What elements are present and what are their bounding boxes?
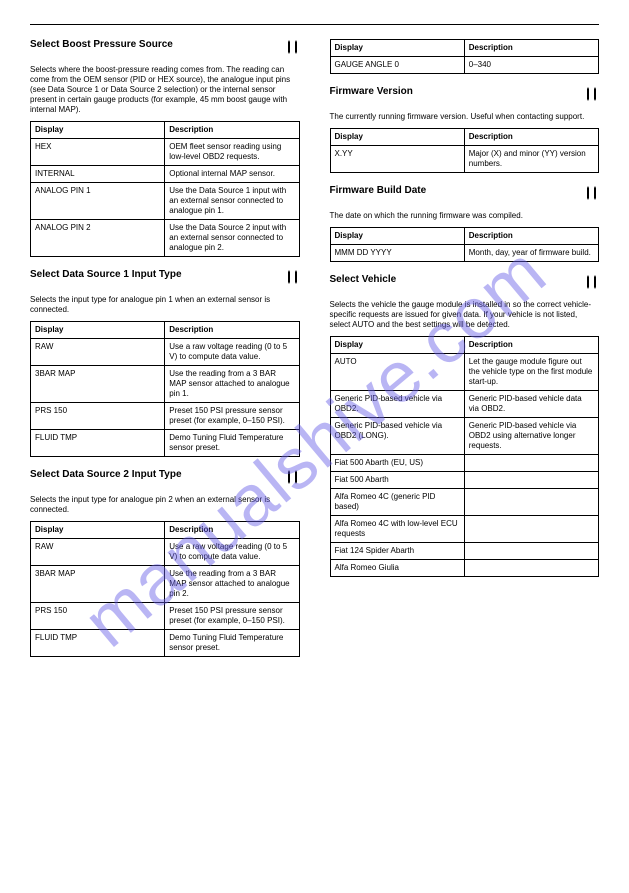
col-header: Description (464, 228, 598, 245)
boost-source-table: Display Description HEXOEM fleet sensor … (30, 121, 300, 257)
tools-icon (286, 39, 300, 59)
section-firmware-version: Firmware Version (330, 86, 600, 106)
table-row: FLUID TMPDemo Tuning Fluid Temperature s… (31, 430, 300, 457)
vehicle-table: Display Description AUTOLet the gauge mo… (330, 336, 600, 577)
table-row: GAUGE ANGLE 00–340 (330, 57, 599, 74)
table-row: FLUID TMPDemo Tuning Fluid Temperature s… (31, 630, 300, 657)
section-desc: Selects the input type for analogue pin … (30, 495, 300, 515)
section-boost-source: Select Boost Pressure Source (30, 39, 300, 59)
table-row: Alfa Romeo 4C (generic PID based) (330, 489, 599, 516)
section-data-source-2: Select Data Source 2 Input Type (30, 469, 300, 489)
firmware-version-table: Display Description X.YYMajor (X) and mi… (330, 128, 600, 173)
section-desc: Selects the vehicle the gauge module is … (330, 300, 600, 330)
table-row: Fiat 500 Abarth (EU, US) (330, 455, 599, 472)
data-source-1-table: Display Description RAWUse a raw voltage… (30, 321, 300, 457)
section-title: Firmware Build Date (330, 185, 580, 197)
section-desc: Selects the input type for analogue pin … (30, 295, 300, 315)
table-row: PRS 150Preset 150 PSI pressure sensor pr… (31, 603, 300, 630)
section-data-source-1: Select Data Source 1 Input Type (30, 269, 300, 289)
section-title: Select Vehicle (330, 274, 580, 286)
col-header: Display (31, 522, 165, 539)
table-row: RAWUse a raw voltage reading (0 to 5 V) … (31, 539, 300, 566)
section-firmware-date: Firmware Build Date (330, 185, 600, 205)
table-row: Alfa Romeo Giulia (330, 560, 599, 577)
section-title: Select Data Source 1 Input Type (30, 269, 280, 281)
firmware-date-table: Display Description MMM DD YYYYMonth, da… (330, 227, 600, 262)
tools-icon (585, 185, 599, 205)
table-row: ANALOG PIN 2Use the Data Source 2 input … (31, 220, 300, 257)
table-row: RAWUse a raw voltage reading (0 to 5 V) … (31, 339, 300, 366)
table-row: 3BAR MAPUse the reading from a 3 BAR MAP… (31, 366, 300, 403)
tools-icon (585, 86, 599, 106)
section-desc: Selects where the boost-pressure reading… (30, 65, 300, 115)
table-row: HEXOEM fleet sensor reading using low-le… (31, 139, 300, 166)
tools-icon (286, 469, 300, 489)
section-title: Select Data Source 2 Input Type (30, 469, 280, 481)
section-desc: The date on which the running firmware w… (330, 211, 600, 221)
col-header: Description (464, 337, 598, 354)
table-row: X.YYMajor (X) and minor (YY) version num… (330, 146, 599, 173)
data-source-2-table: Display Description RAWUse a raw voltage… (30, 521, 300, 657)
table-row: MMM DD YYYYMonth, day, year of firmware … (330, 245, 599, 262)
section-select-vehicle: Select Vehicle (330, 274, 600, 294)
col-header: Description (464, 129, 598, 146)
col-header: Display (330, 40, 464, 57)
table-row: PRS 150Preset 150 PSI pressure sensor pr… (31, 403, 300, 430)
gauge-angle-table: Display Description GAUGE ANGLE 00–340 (330, 39, 600, 74)
table-row: Generic PID-based vehicle via OBD2 (LONG… (330, 418, 599, 455)
tools-icon (585, 274, 599, 294)
col-header: Display (330, 228, 464, 245)
table-row: Fiat 500 Abarth (330, 472, 599, 489)
col-header: Display (330, 337, 464, 354)
table-row: Alfa Romeo 4C with low-level ECU request… (330, 516, 599, 543)
col-header: Description (165, 522, 299, 539)
table-row: AUTOLet the gauge module figure out the … (330, 354, 599, 391)
section-title: Firmware Version (330, 86, 580, 98)
col-header: Description (464, 40, 598, 57)
tools-icon (286, 269, 300, 289)
col-header: Description (165, 322, 299, 339)
col-header: Display (31, 322, 165, 339)
table-row: 3BAR MAPUse the reading from a 3 BAR MAP… (31, 566, 300, 603)
col-header: Display (31, 122, 165, 139)
table-row: Generic PID-based vehicle via OBD2.Gener… (330, 391, 599, 418)
section-title: Select Boost Pressure Source (30, 39, 280, 51)
col-header: Description (165, 122, 299, 139)
table-row: Fiat 124 Spider Abarth (330, 543, 599, 560)
section-desc: The currently running firmware version. … (330, 112, 600, 122)
col-header: Display (330, 129, 464, 146)
table-row: INTERNALOptional internal MAP sensor. (31, 166, 300, 183)
table-row: ANALOG PIN 1Use the Data Source 1 input … (31, 183, 300, 220)
